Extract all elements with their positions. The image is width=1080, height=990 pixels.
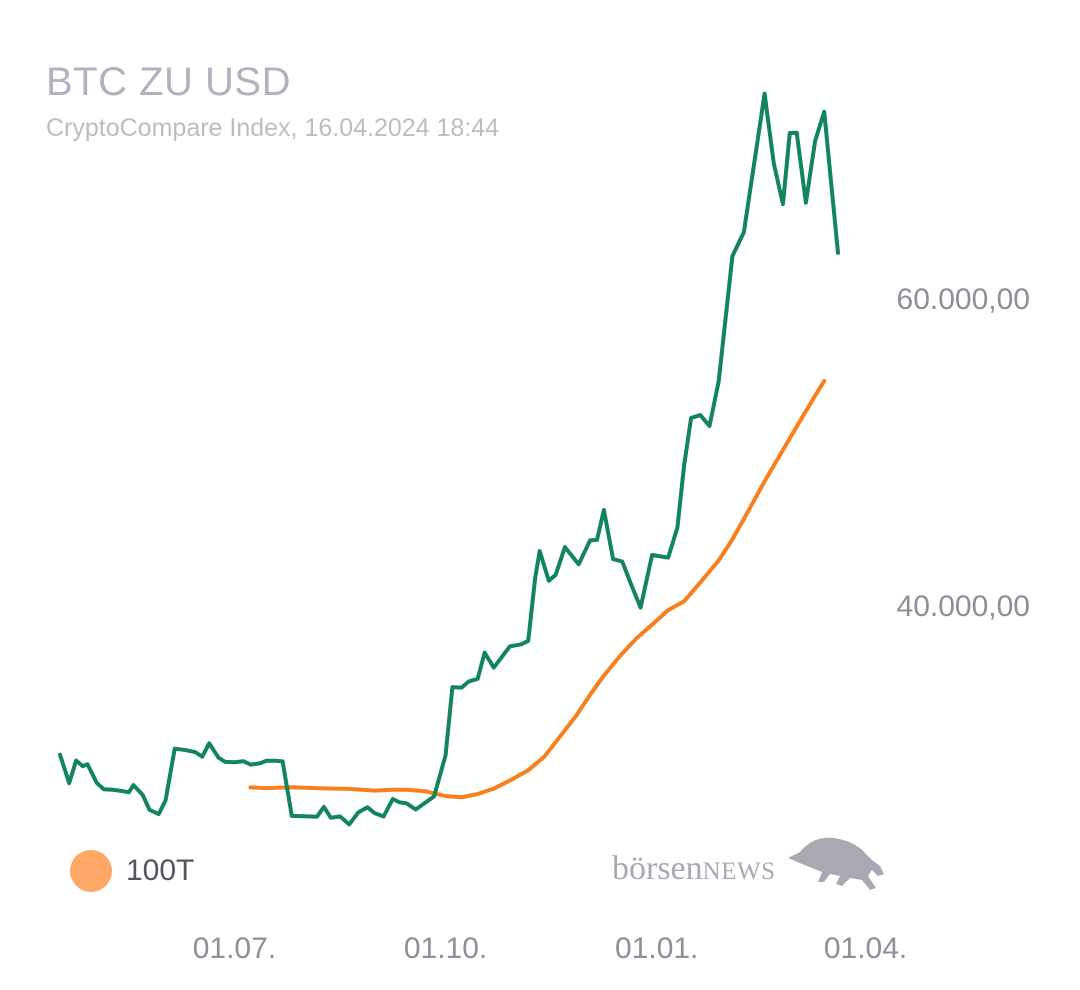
legend: 100T — [70, 850, 194, 892]
y-tick-label: 60.000,00 — [897, 283, 1030, 316]
legend-marker-100t — [70, 850, 112, 892]
x-tick-label: 01.07. — [193, 932, 276, 965]
logo-wordmark: börsenNEWS — [612, 850, 775, 888]
y-axis: 40.000,00 60.000,00 — [897, 283, 1030, 623]
legend-label-100t: 100T — [126, 854, 195, 887]
series-layer — [58, 91, 840, 827]
logo-text-news: NEWS — [702, 858, 776, 885]
y-tick-label: 40.000,00 — [897, 590, 1030, 623]
x-tick-label: 01.04. — [824, 932, 907, 965]
chart-subtitle: CryptoCompare Index, 16.04.2024 18:44 — [46, 114, 500, 142]
price-line — [58, 91, 840, 827]
x-tick-label: 01.01. — [615, 932, 698, 965]
logo-text-main: börsen — [612, 850, 703, 887]
chart-title: BTC ZU USD — [46, 60, 291, 104]
moving-average-100t-line — [248, 378, 827, 800]
x-tick-label: 01.10. — [404, 932, 487, 965]
boersennews-logo: börsenNEWS — [612, 828, 892, 898]
bull-icon — [788, 837, 884, 890]
x-axis: 01.07. 01.10. 01.01. 01.04. — [193, 932, 908, 965]
